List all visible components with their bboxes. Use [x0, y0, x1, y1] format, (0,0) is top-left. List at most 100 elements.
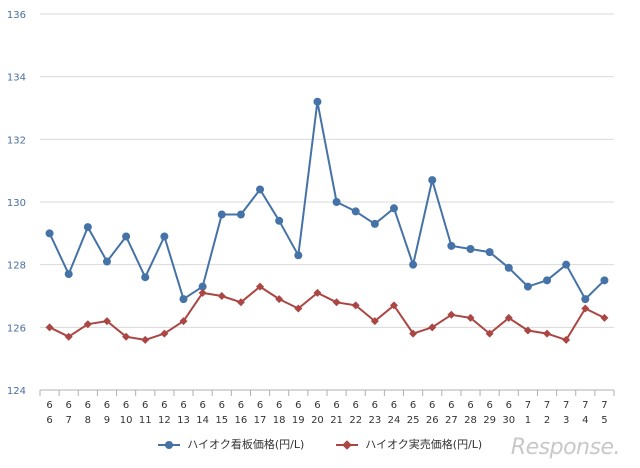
- data-point-0: [198, 282, 207, 291]
- data-point-1: [543, 329, 552, 338]
- data-point-0: [141, 273, 150, 282]
- x-tick-label-day: 26: [426, 415, 439, 426]
- data-point-1: [160, 329, 169, 338]
- x-tick-label-day: 20: [311, 415, 324, 426]
- data-point-1: [256, 282, 265, 291]
- data-point-0: [543, 276, 552, 285]
- data-point-1: [485, 329, 494, 338]
- data-point-0: [504, 263, 513, 272]
- x-tick-label-month: 6: [238, 400, 244, 411]
- data-point-1: [198, 288, 207, 297]
- x-tick-label-month: 6: [46, 400, 52, 411]
- x-tick-label-month: 6: [448, 400, 454, 411]
- data-point-1: [351, 301, 360, 310]
- x-tick-label-day: 22: [349, 415, 362, 426]
- data-point-0: [428, 176, 437, 185]
- data-point-1: [275, 295, 284, 304]
- x-tick-label-day: 29: [483, 415, 496, 426]
- data-point-1: [64, 332, 73, 341]
- x-tick-label-month: 6: [410, 400, 416, 411]
- data-point-1: [332, 298, 341, 307]
- data-point-0: [562, 260, 571, 269]
- x-tick-label-month: 6: [85, 400, 91, 411]
- x-tick-label-month: 7: [544, 400, 550, 411]
- x-tick-label-day: 16: [235, 415, 248, 426]
- data-point-1: [466, 313, 475, 322]
- x-tick-label-month: 6: [142, 400, 148, 411]
- y-tick-label: 136: [7, 10, 26, 21]
- y-tick-label: 130: [7, 198, 26, 209]
- legend: ハイオク看板価格(円/L) ハイオク実売価格(円/L): [0, 436, 640, 452]
- x-tick-label-month: 7: [525, 400, 531, 411]
- data-point-1: [122, 332, 131, 341]
- x-tick-label-month: 6: [66, 400, 72, 411]
- x-tick-label-month: 6: [161, 400, 167, 411]
- data-point-0: [102, 257, 111, 266]
- series-line-0: [48, 100, 606, 301]
- x-tick-label-day: 5: [601, 415, 607, 426]
- data-point-0: [256, 185, 265, 194]
- x-tick-label-day: 18: [273, 415, 286, 426]
- series-line-1: [49, 285, 605, 341]
- data-point-1: [504, 313, 513, 322]
- data-point-0: [447, 241, 456, 250]
- data-point-1: [562, 335, 571, 344]
- data-point-1: [83, 320, 92, 329]
- data-point-0: [83, 223, 92, 232]
- x-tick-label-day: 23: [368, 415, 381, 426]
- data-point-0: [179, 295, 188, 304]
- x-tick-label-month: 6: [295, 400, 301, 411]
- legend-label-actual: ハイオク実売価格(円/L): [365, 438, 483, 451]
- x-tick-label-month: 7: [601, 400, 607, 411]
- x-tick-label-day: 6: [46, 415, 52, 426]
- x-tick-label-month: 6: [314, 400, 320, 411]
- x-tick-label-day: 28: [464, 415, 477, 426]
- x-tick-label-day: 17: [254, 415, 267, 426]
- x-tick-label-month: 6: [276, 400, 282, 411]
- x-tick-label-month: 6: [123, 400, 129, 411]
- data-point-1: [45, 323, 54, 332]
- x-tick-label-month: 6: [180, 400, 186, 411]
- data-point-0: [217, 210, 226, 219]
- x-tick-label-day: 25: [407, 415, 420, 426]
- x-tick-label-day: 11: [139, 415, 152, 426]
- data-point-1: [294, 304, 303, 313]
- x-tick-label-month: 7: [582, 400, 588, 411]
- x-tick-label-day: 2: [544, 415, 550, 426]
- y-tick-label: 128: [7, 261, 26, 272]
- legend-swatch-actual: [335, 440, 358, 450]
- response-logo-watermark: Response.: [510, 435, 621, 460]
- x-tick-label-month: 6: [104, 400, 110, 411]
- data-point-1: [179, 317, 188, 326]
- data-point-0: [466, 245, 475, 253]
- data-point-0: [370, 219, 379, 228]
- x-tick-label-day: 30: [502, 415, 515, 426]
- x-tick-label-day: 12: [158, 415, 171, 426]
- data-point-1: [236, 298, 245, 307]
- legend-item-actual-price: ハイオク実売価格(円/L): [335, 436, 483, 452]
- x-tick-label-month: 6: [219, 400, 225, 411]
- data-point-0: [275, 216, 284, 225]
- x-tick-label-day: 4: [582, 415, 588, 426]
- data-point-0: [294, 251, 303, 260]
- y-tick-label: 126: [7, 323, 26, 334]
- x-tick-label-month: 6: [353, 400, 359, 411]
- data-point-0: [409, 260, 418, 269]
- x-tick-label-day: 27: [445, 415, 458, 426]
- data-point-1: [581, 304, 590, 313]
- data-point-0: [160, 232, 169, 241]
- y-tick-label: 124: [7, 386, 26, 397]
- data-point-1: [102, 317, 111, 326]
- y-tick-label: 134: [7, 73, 26, 84]
- x-tick-label-month: 6: [199, 400, 205, 411]
- x-tick-label-month: 6: [467, 400, 473, 411]
- x-tick-label-month: 7: [563, 400, 569, 411]
- legend-label-signboard: ハイオク看板価格(円/L): [187, 438, 305, 451]
- data-point-0: [45, 229, 54, 238]
- y-tick-label: 132: [7, 135, 26, 146]
- x-tick-label-month: 6: [429, 400, 435, 411]
- x-tick-label-month: 6: [486, 400, 492, 411]
- x-tick-label-day: 21: [330, 415, 343, 426]
- x-tick-label-day: 1: [525, 415, 531, 426]
- x-tick-label-month: 6: [506, 400, 512, 411]
